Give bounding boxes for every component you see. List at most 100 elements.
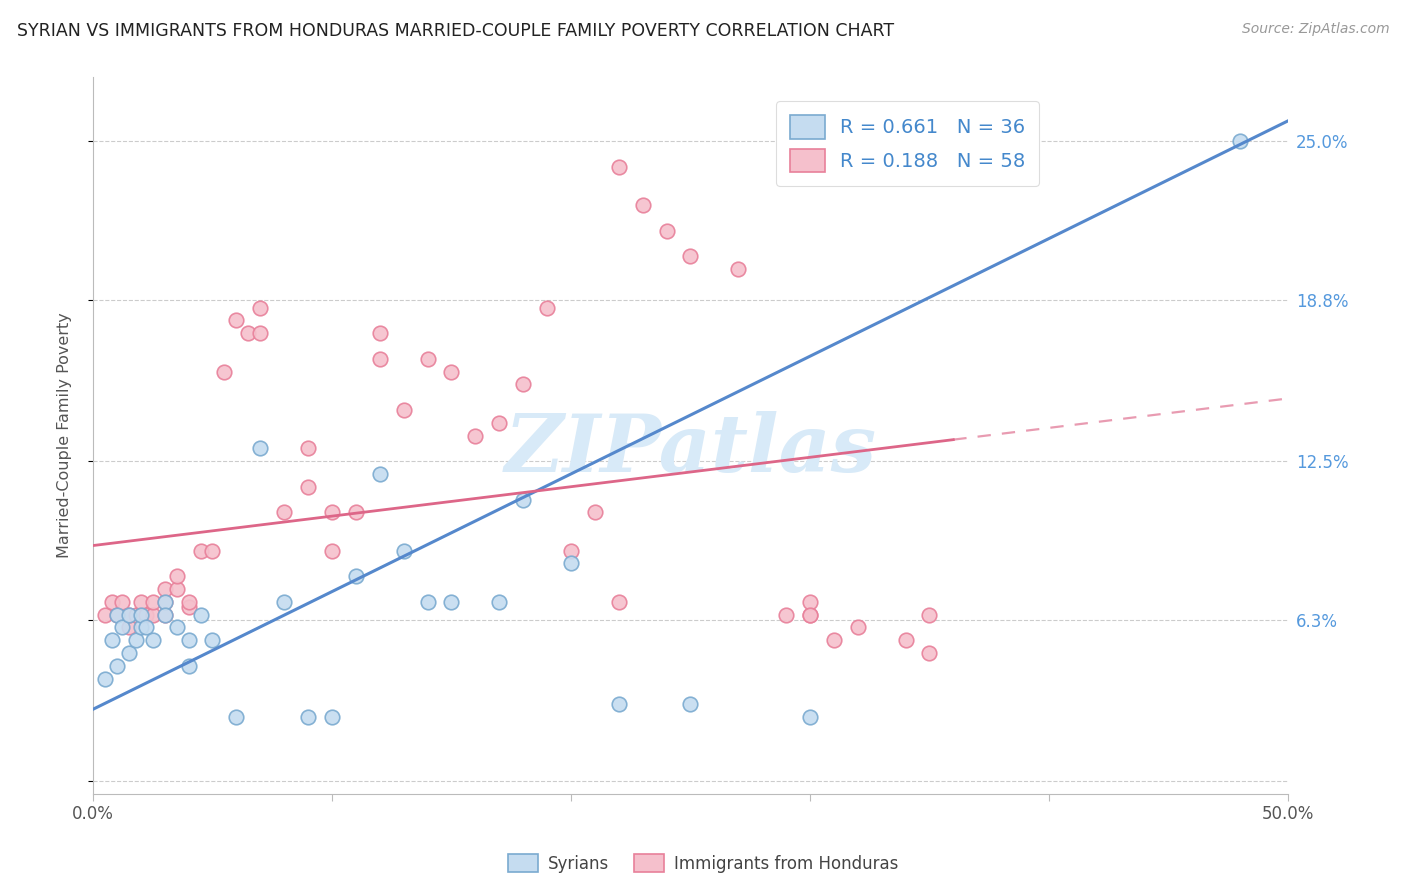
Point	[94, 607, 117, 622]
Point	[129, 607, 152, 622]
Point	[560, 543, 582, 558]
Point	[153, 582, 176, 596]
Point	[655, 224, 678, 238]
Point	[177, 599, 200, 614]
Point	[249, 301, 271, 315]
Point	[918, 646, 941, 660]
Point	[273, 505, 295, 519]
Point	[560, 557, 582, 571]
Text: ZIPatlas: ZIPatlas	[505, 411, 876, 489]
Y-axis label: Married-Couple Family Poverty: Married-Couple Family Poverty	[58, 313, 72, 558]
Point	[125, 633, 148, 648]
Point	[536, 301, 558, 315]
Point	[177, 658, 200, 673]
Point	[799, 710, 821, 724]
Point	[142, 595, 165, 609]
Point	[416, 595, 439, 609]
Point	[225, 313, 247, 327]
Point	[297, 710, 319, 724]
Point	[846, 620, 869, 634]
Point	[214, 365, 236, 379]
Point	[631, 198, 654, 212]
Point	[727, 262, 749, 277]
Point	[111, 620, 134, 634]
Legend: R = 0.661   N = 36, R = 0.188   N = 58: R = 0.661 N = 36, R = 0.188 N = 58	[776, 102, 1039, 186]
Point	[101, 595, 124, 609]
Point	[249, 442, 271, 456]
Point	[129, 607, 152, 622]
Point	[142, 633, 165, 648]
Point	[273, 595, 295, 609]
Point	[607, 160, 630, 174]
Point	[118, 646, 141, 660]
Point	[177, 595, 200, 609]
Point	[118, 607, 141, 622]
Point	[1229, 135, 1251, 149]
Point	[488, 416, 510, 430]
Point	[177, 633, 200, 648]
Point	[416, 351, 439, 366]
Point	[512, 377, 534, 392]
Point	[135, 620, 157, 634]
Point	[153, 607, 176, 622]
Point	[368, 467, 391, 481]
Point	[238, 326, 260, 341]
Point	[249, 326, 271, 341]
Point	[344, 569, 367, 583]
Point	[142, 607, 165, 622]
Point	[775, 607, 797, 622]
Point	[488, 595, 510, 609]
Point	[607, 697, 630, 711]
Point	[607, 595, 630, 609]
Point	[823, 633, 845, 648]
Point	[201, 543, 224, 558]
Point	[392, 543, 415, 558]
Point	[297, 442, 319, 456]
Point	[368, 326, 391, 341]
Point	[321, 710, 343, 724]
Point	[111, 595, 134, 609]
Point	[153, 607, 176, 622]
Point	[679, 250, 702, 264]
Point	[94, 672, 117, 686]
Point	[344, 505, 367, 519]
Point	[166, 582, 188, 596]
Point	[166, 569, 188, 583]
Point	[512, 492, 534, 507]
Point	[440, 365, 463, 379]
Point	[190, 607, 212, 622]
Point	[321, 543, 343, 558]
Point	[129, 620, 152, 634]
Point	[201, 633, 224, 648]
Point	[918, 607, 941, 622]
Point	[297, 480, 319, 494]
Point	[118, 620, 141, 634]
Point	[166, 620, 188, 634]
Point	[125, 607, 148, 622]
Point	[118, 607, 141, 622]
Point	[321, 505, 343, 519]
Point	[101, 633, 124, 648]
Point	[440, 595, 463, 609]
Point	[105, 658, 128, 673]
Point	[392, 403, 415, 417]
Text: Source: ZipAtlas.com: Source: ZipAtlas.com	[1241, 22, 1389, 37]
Point	[129, 595, 152, 609]
Point	[799, 595, 821, 609]
Point	[799, 607, 821, 622]
Point	[368, 351, 391, 366]
Point	[153, 595, 176, 609]
Point	[679, 697, 702, 711]
Text: SYRIAN VS IMMIGRANTS FROM HONDURAS MARRIED-COUPLE FAMILY POVERTY CORRELATION CHA: SYRIAN VS IMMIGRANTS FROM HONDURAS MARRI…	[17, 22, 894, 40]
Point	[225, 710, 247, 724]
Point	[190, 543, 212, 558]
Point	[135, 607, 157, 622]
Point	[464, 428, 486, 442]
Point	[105, 607, 128, 622]
Point	[894, 633, 917, 648]
Legend: Syrians, Immigrants from Honduras: Syrians, Immigrants from Honduras	[501, 847, 905, 880]
Point	[153, 595, 176, 609]
Point	[799, 607, 821, 622]
Point	[105, 607, 128, 622]
Point	[583, 505, 606, 519]
